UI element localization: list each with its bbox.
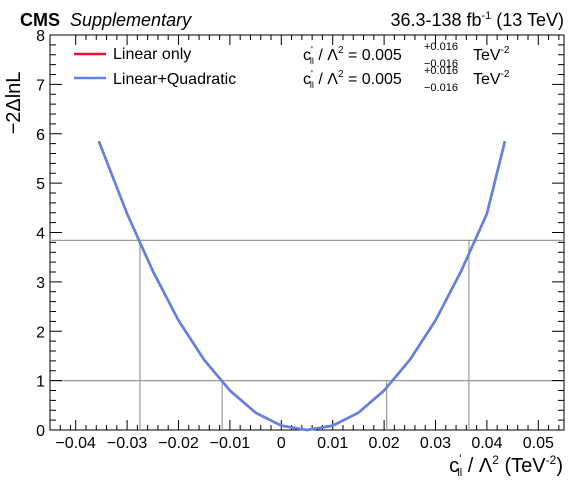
fit-value-linear-quadratic: 0.005 xyxy=(362,71,402,88)
fit-result-linear-only: c' ll / Λ2 = 0.005 +0.016 −0.016 TeV-2 xyxy=(303,41,510,70)
experiment-label: CMS xyxy=(20,10,60,30)
x-tick-label: 0.04 xyxy=(471,435,502,452)
x-tick-label: 0 xyxy=(277,435,286,452)
fit-unit-linear-only: TeV xyxy=(473,47,501,64)
plot-frame xyxy=(49,34,565,431)
x-tick-label: 0.01 xyxy=(317,435,348,452)
fit-up-linear-quadratic: +0.016 xyxy=(424,65,458,77)
y-axis-label: −2ΔlnL xyxy=(3,72,25,135)
x-tick-label: 0.05 xyxy=(523,435,554,452)
x-tick-label: −0.01 xyxy=(210,435,251,452)
y-tick-label: 6 xyxy=(36,127,45,144)
qualifier-label: Supplementary xyxy=(70,10,192,30)
x-tick-label: 0.03 xyxy=(420,435,451,452)
y-tick-label: 4 xyxy=(36,226,45,243)
axis-ticks: −0.04 −0.03 −0.02 −0.01 0 0.01 0.02 0.03 0.04 0.0… xyxy=(36,28,564,452)
reference-lines xyxy=(50,239,564,430)
x-tick-label: −0.04 xyxy=(55,435,96,452)
fit-up-linear-only: +0.016 xyxy=(424,41,458,53)
legend-label-linear-only: Linear only xyxy=(113,46,191,63)
fit-unit-linear-quadratic: TeV xyxy=(473,71,501,88)
fit-value-linear-only: 0.005 xyxy=(362,47,402,64)
x-tick-label: −0.02 xyxy=(158,435,199,452)
fit-result-linear-quadratic: c' ll / Λ2 = 0.005 +0.016 −0.016 TeV-2 xyxy=(303,65,510,94)
y-tick-label: 3 xyxy=(36,275,45,292)
luminosity-label: 36.3-138 fb-1 (13 TeV) xyxy=(390,10,564,30)
legend: Linear only Linear+Quadratic xyxy=(74,46,236,88)
y-tick-label: 5 xyxy=(36,176,45,193)
y-tick-label: 8 xyxy=(36,28,45,45)
x-axis-label: c' ll / Λ2 (TeV-2) xyxy=(449,452,563,479)
fit-down-linear-quadratic: −0.016 xyxy=(424,82,458,94)
y-tick-label: 2 xyxy=(36,324,45,341)
svg-text:c'll / Λ2 = 0.005: c' ll / Λ2 = 0.005 xyxy=(303,69,402,90)
y-tick-label: 0 xyxy=(36,423,45,440)
svg-text:c'll / Λ2 = 0.005: c' ll / Λ2 = 0.005 xyxy=(303,45,402,66)
legend-label-linear-quadratic: Linear+Quadratic xyxy=(113,71,236,88)
fit-down-linear-only: −0.016 xyxy=(424,58,458,70)
likelihood-curves xyxy=(97,140,507,432)
x-tick-label: −0.03 xyxy=(107,435,148,452)
y-tick-label: 1 xyxy=(36,374,45,391)
curve-linear-quadratic xyxy=(97,140,507,432)
svg-text:TeV-2: TeV-2 xyxy=(473,69,510,88)
y-tick-label: 7 xyxy=(36,77,45,94)
x-tick-label: 0.02 xyxy=(369,435,400,452)
svg-text:TeV-2: TeV-2 xyxy=(473,45,510,64)
